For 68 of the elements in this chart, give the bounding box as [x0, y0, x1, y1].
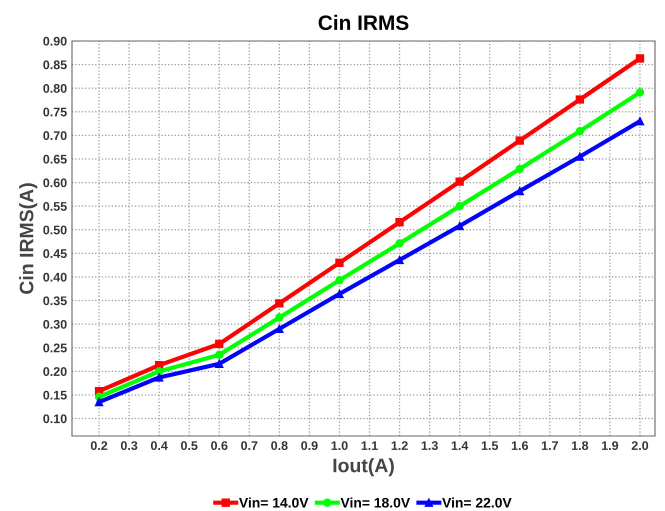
- point: [576, 95, 584, 104]
- x-tick-label: 1.8: [572, 441, 588, 450]
- point: [335, 290, 344, 298]
- point: [335, 276, 344, 284]
- point: [456, 177, 464, 186]
- y-axis-title: Cin IRMS(A): [19, 183, 38, 294]
- x-tick-label: 0.6: [211, 441, 228, 450]
- point: [576, 152, 584, 161]
- point: [395, 218, 404, 226]
- legend-label: Vin= 22.0V: [442, 497, 512, 508]
- y-tick-label: 0.90: [43, 36, 67, 46]
- y-tick-label: 0.55: [43, 202, 67, 211]
- y-tick-label: 0.80: [43, 84, 67, 93]
- x-tick-label: 0.5: [181, 441, 198, 450]
- point: [516, 164, 524, 174]
- x-axis-title: Iout(A): [333, 458, 394, 476]
- x-tick-label: 1.9: [602, 441, 618, 450]
- y-tick-label: 0.25: [43, 344, 67, 352]
- x-tick-label: 0.3: [120, 441, 138, 450]
- point: [275, 313, 284, 322]
- point: [215, 350, 224, 359]
- point: [215, 360, 224, 368]
- x-tick-label: 0.7: [241, 441, 258, 450]
- point: [154, 367, 164, 376]
- point: [636, 88, 644, 97]
- point: [94, 398, 104, 406]
- x-tick-label: 1.0: [332, 441, 348, 450]
- y-tick-label: 0.35: [43, 296, 67, 306]
- x-tick-label: 1.7: [542, 441, 558, 450]
- x-tick-label: 1.6: [512, 441, 528, 450]
- y-tick-label: 0.45: [43, 249, 67, 258]
- x-tick-label: 1.3: [422, 441, 438, 450]
- x-tick-label: 0.4: [150, 441, 168, 450]
- point: [395, 256, 404, 264]
- x-tick-label: 0.2: [90, 441, 108, 450]
- y-tick-label: 0.75: [43, 108, 67, 116]
- y-tick-label: 0.20: [43, 367, 67, 376]
- y-tick-label: 0.30: [43, 320, 67, 329]
- y-tick-label: 0.65: [43, 154, 67, 164]
- y-tick-label: 0.50: [43, 226, 67, 234]
- y-tick-label: 0.85: [43, 60, 67, 70]
- y-tick-label: 0.70: [43, 131, 67, 140]
- y-tick-label: 0.40: [43, 272, 67, 282]
- x-tick-label: 1.2: [392, 441, 408, 450]
- x-tick-label: 1.1: [362, 441, 378, 450]
- point: [636, 54, 644, 63]
- point: [215, 340, 224, 348]
- x-tick-label: 0.8: [271, 441, 288, 450]
- x-tick-label: 0.9: [301, 441, 318, 450]
- point: [275, 299, 284, 308]
- x-tick-label: 1.4: [452, 441, 468, 450]
- legend-label: Vin= 18.0V: [340, 497, 410, 508]
- point: [516, 136, 524, 145]
- point: [335, 258, 344, 267]
- point: [456, 222, 464, 230]
- chart-title: Cin IRMS: [318, 14, 408, 30]
- point: [154, 373, 164, 382]
- legend-label: Vin= 14.0V: [239, 497, 308, 508]
- y-tick-label: 0.15: [43, 390, 67, 400]
- x-tick-label: 1.5: [482, 441, 498, 450]
- point: [395, 239, 404, 248]
- point: [275, 324, 284, 334]
- point: [516, 186, 524, 196]
- point: [576, 126, 584, 136]
- y-tick-label: 0.60: [43, 178, 67, 188]
- y-tick-label: 0.10: [43, 414, 67, 424]
- point: [456, 202, 464, 210]
- x-tick-label: 2.0: [632, 441, 648, 450]
